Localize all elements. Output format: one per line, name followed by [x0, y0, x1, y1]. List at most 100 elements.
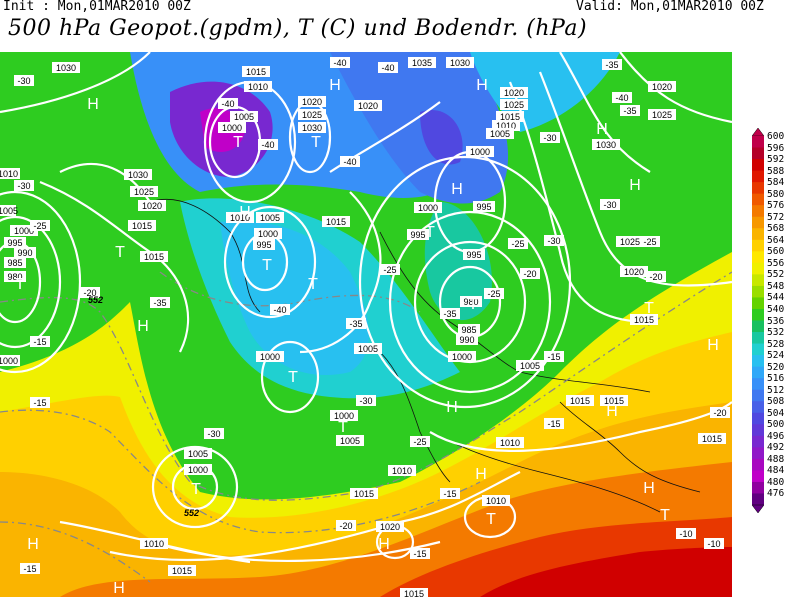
colorbar-swatch — [752, 216, 764, 229]
temperature-label: -15 — [544, 418, 564, 429]
svg-text:-40: -40 — [273, 305, 286, 315]
colorbar-swatch — [752, 274, 764, 287]
pressure-label: 1015 — [322, 216, 350, 227]
temperature-label: -40 — [270, 304, 290, 315]
colorbar-swatch — [752, 389, 764, 402]
svg-text:1015: 1015 — [132, 221, 152, 231]
colorbar-swatch — [752, 228, 764, 241]
svg-text:-40: -40 — [261, 140, 274, 150]
pressure-label: 1010 — [496, 437, 524, 448]
svg-text:1020: 1020 — [142, 201, 162, 211]
low-symbol: T — [644, 300, 654, 317]
high-symbol: H — [475, 466, 487, 483]
colorbar-tick-label: 552 — [767, 269, 785, 281]
pressure-label: 1025 — [648, 109, 676, 120]
svg-text:1015: 1015 — [500, 112, 520, 122]
svg-text:1025: 1025 — [302, 110, 322, 120]
low-symbol: T — [311, 134, 321, 151]
pressure-label: 1015 — [140, 251, 168, 262]
pressure-label: 1000 — [10, 225, 38, 236]
colorbar-swatch — [752, 493, 764, 506]
colorbar-tick-label: 484 — [767, 465, 785, 477]
low-symbol: T — [468, 296, 478, 313]
high-symbol: H — [629, 177, 641, 194]
pressure-label: 1020 — [500, 87, 528, 98]
temperature-label: -30 — [544, 235, 564, 246]
pressure-label: 1015 — [242, 66, 270, 77]
colorbar-tick-label: 492 — [767, 442, 785, 454]
temperature-label: -35 — [150, 297, 170, 308]
pressure-label: 1005 — [354, 343, 382, 354]
colorbar-swatch — [752, 470, 764, 483]
colorbar-top-arrow — [752, 128, 764, 137]
svg-text:1020: 1020 — [624, 267, 644, 277]
weather-map: 1030 1015 1010 1005 1000 1035 1030 1020 … — [0, 52, 732, 597]
temperature-label: -15 — [30, 397, 50, 408]
svg-text:-30: -30 — [543, 133, 556, 143]
temperature-label: -10 — [676, 528, 696, 539]
pressure-label: 995 — [463, 249, 485, 260]
svg-text:1005: 1005 — [520, 361, 540, 371]
svg-text:1000: 1000 — [260, 352, 280, 362]
svg-text:985: 985 — [461, 325, 476, 335]
temperature-label: -40 — [258, 139, 278, 150]
temperature-label: -15 — [440, 488, 460, 499]
svg-text:1010: 1010 — [248, 82, 268, 92]
svg-text:-20: -20 — [339, 521, 352, 531]
colorbar-tick-label: 588 — [767, 165, 785, 177]
svg-text:1015: 1015 — [144, 252, 164, 262]
colorbar-tick-label: 592 — [767, 154, 785, 166]
pressure-label: 1020 — [354, 100, 382, 111]
temperature-label: -30 — [204, 428, 224, 439]
pressure-label: 990 — [14, 247, 36, 258]
low-symbol: T — [262, 257, 272, 274]
temperature-label: -30 — [356, 395, 376, 406]
svg-text:1035: 1035 — [412, 58, 432, 68]
pressure-label: 1015 — [350, 488, 378, 499]
svg-text:1005: 1005 — [234, 112, 254, 122]
colorbar-tick-label: 596 — [767, 142, 785, 154]
pressure-label: 1005 — [0, 205, 18, 216]
svg-text:1010: 1010 — [392, 466, 412, 476]
colorbar-tick-label: 536 — [767, 315, 785, 327]
low-symbol: T — [191, 481, 201, 498]
svg-text:1015: 1015 — [604, 396, 624, 406]
colorbar-swatch — [752, 170, 764, 183]
pressure-label: 1000 — [466, 146, 494, 157]
svg-text:-30: -30 — [207, 429, 220, 439]
pressure-label: 1015 — [698, 433, 726, 444]
svg-text:995: 995 — [466, 250, 481, 260]
pressure-label: 1025 — [616, 236, 644, 247]
svg-text:995: 995 — [410, 230, 425, 240]
svg-text:-15: -15 — [413, 549, 426, 559]
pressure-label: 1020 — [138, 200, 166, 211]
temperature-label: -20 — [520, 268, 540, 279]
svg-text:1000: 1000 — [334, 411, 354, 421]
pressure-label: 1025 — [298, 109, 326, 120]
colorbar-tick-label: 520 — [767, 361, 785, 373]
pressure-label: 1010 — [0, 168, 20, 179]
low-symbol: T — [115, 244, 125, 261]
valid-time: Valid: Mon,01MAR2010 00Z — [576, 0, 764, 14]
colorbar-swatch — [752, 424, 764, 437]
colorbar-swatch — [752, 435, 764, 448]
temperature-label: -10 — [704, 538, 724, 549]
high-symbol: H — [87, 96, 99, 113]
pressure-label: 1000 — [414, 202, 442, 213]
svg-text:1000: 1000 — [14, 226, 34, 236]
colorbar-tick-label: 564 — [767, 234, 785, 246]
low-symbol: T — [308, 276, 318, 293]
svg-text:-35: -35 — [623, 106, 636, 116]
low-symbol: T — [425, 224, 435, 241]
high-symbol: H — [476, 77, 488, 94]
svg-text:-30: -30 — [17, 76, 30, 86]
pressure-label: 1030 — [592, 139, 620, 150]
svg-text:1015: 1015 — [246, 67, 266, 77]
colorbar-swatch — [752, 193, 764, 206]
colorbar-swatch — [752, 458, 764, 471]
svg-text:990: 990 — [17, 248, 32, 258]
pressure-label: 1000 — [330, 410, 358, 421]
svg-text:1005: 1005 — [0, 206, 18, 216]
colorbar-swatch — [752, 205, 764, 218]
colorbar-tick-label: 480 — [767, 476, 785, 488]
